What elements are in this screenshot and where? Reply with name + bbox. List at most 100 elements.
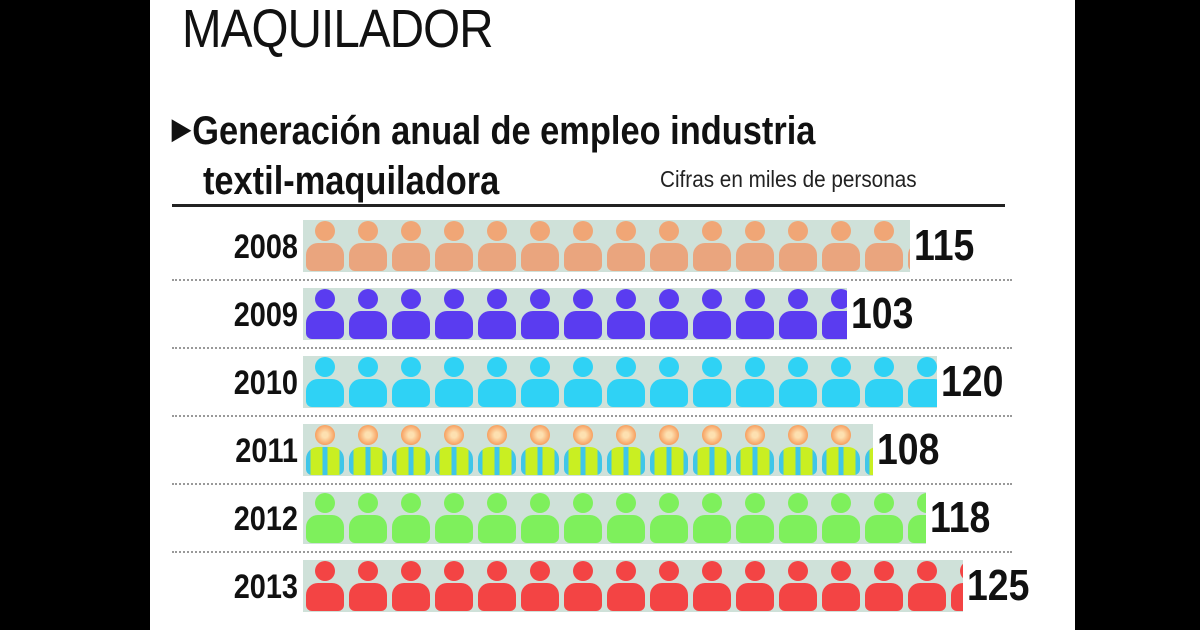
person-body-icon — [650, 243, 688, 271]
person-head-icon — [831, 289, 847, 309]
person-body-icon — [779, 447, 817, 475]
person-icon — [305, 560, 345, 612]
person-icon — [606, 560, 646, 612]
chart-row-2011: 2011 108 — [150, 420, 1075, 482]
person-body-icon — [392, 583, 430, 611]
person-icon — [477, 560, 517, 612]
person-body-icon — [478, 447, 516, 475]
person-body-icon — [435, 447, 473, 475]
value-label: 108 — [877, 425, 940, 474]
person-head-icon — [616, 425, 636, 445]
person-body-icon — [392, 447, 430, 475]
person-body-icon — [349, 515, 387, 543]
person-head-icon — [702, 561, 722, 581]
chart-row-2008: 2008 115 — [150, 216, 1075, 278]
person-icon — [477, 288, 517, 340]
person-body-icon — [607, 243, 645, 271]
person-body-icon — [779, 243, 817, 271]
year-label: 2013 — [233, 568, 298, 606]
person-body-icon — [392, 515, 430, 543]
person-body-icon — [908, 379, 937, 407]
person-icon — [735, 288, 775, 340]
person-head-icon — [702, 221, 722, 241]
person-body-icon — [865, 515, 903, 543]
bar-2009 — [303, 288, 847, 340]
person-head-icon — [745, 221, 765, 241]
person-body-icon — [521, 515, 559, 543]
person-body-icon — [564, 243, 602, 271]
person-icon — [563, 220, 603, 272]
person-body-icon — [521, 243, 559, 271]
person-body-icon — [349, 583, 387, 611]
person-icon — [520, 424, 560, 476]
person-body-icon — [564, 379, 602, 407]
person-body-icon — [435, 243, 473, 271]
person-body-icon — [435, 515, 473, 543]
row-separator — [172, 551, 1012, 553]
person-icon — [692, 424, 732, 476]
person-head-icon — [358, 493, 378, 513]
person-icon — [348, 424, 388, 476]
person-head-icon — [874, 357, 894, 377]
person-icon — [692, 288, 732, 340]
person-body-icon — [736, 583, 774, 611]
person-head-icon — [530, 493, 550, 513]
person-icon — [520, 560, 560, 612]
person-body-icon — [478, 311, 516, 339]
person-head-icon — [401, 425, 421, 445]
person-icon — [864, 424, 874, 476]
person-body-icon — [822, 379, 860, 407]
person-head-icon — [444, 357, 464, 377]
person-body-icon — [392, 243, 430, 271]
person-body-icon — [779, 379, 817, 407]
person-icon — [520, 288, 560, 340]
person-icon — [391, 424, 431, 476]
person-icon — [434, 424, 474, 476]
person-head-icon — [401, 561, 421, 581]
person-icon — [348, 492, 388, 544]
person-body-icon — [736, 447, 774, 475]
person-head-icon — [745, 561, 765, 581]
person-body-icon — [521, 311, 559, 339]
person-head-icon — [616, 493, 636, 513]
person-icon — [563, 288, 603, 340]
person-icon — [950, 560, 963, 612]
person-body-icon — [306, 311, 344, 339]
person-head-icon — [874, 561, 894, 581]
person-head-icon — [401, 289, 421, 309]
person-head-icon — [616, 561, 636, 581]
chart-title: ▶Generación anual de empleo industria te… — [172, 104, 815, 206]
person-icon — [649, 424, 689, 476]
person-head-icon — [573, 425, 593, 445]
person-head-icon — [487, 289, 507, 309]
person-icon — [434, 356, 474, 408]
person-body-icon — [693, 447, 731, 475]
person-head-icon — [659, 289, 679, 309]
person-head-icon — [315, 221, 335, 241]
person-body-icon — [650, 515, 688, 543]
person-icon — [649, 560, 689, 612]
person-icon — [735, 424, 775, 476]
person-icon — [778, 356, 818, 408]
person-icon — [907, 220, 911, 272]
person-body-icon — [564, 515, 602, 543]
person-head-icon — [831, 561, 851, 581]
person-body-icon — [908, 515, 927, 543]
person-body-icon — [736, 515, 774, 543]
year-label: 2008 — [233, 228, 298, 266]
person-head-icon — [530, 289, 550, 309]
chart-title-line2: textil-maquiladora — [202, 159, 500, 203]
row-separator — [172, 415, 1012, 417]
person-icon — [434, 220, 474, 272]
person-head-icon — [444, 493, 464, 513]
person-body-icon — [736, 379, 774, 407]
person-body-icon — [650, 583, 688, 611]
person-head-icon — [788, 289, 808, 309]
person-head-icon — [702, 493, 722, 513]
person-icon — [520, 492, 560, 544]
person-head-icon — [788, 425, 808, 445]
person-icon — [778, 492, 818, 544]
value-label: 118 — [930, 493, 991, 542]
person-head-icon — [702, 425, 722, 445]
person-head-icon — [917, 357, 937, 377]
